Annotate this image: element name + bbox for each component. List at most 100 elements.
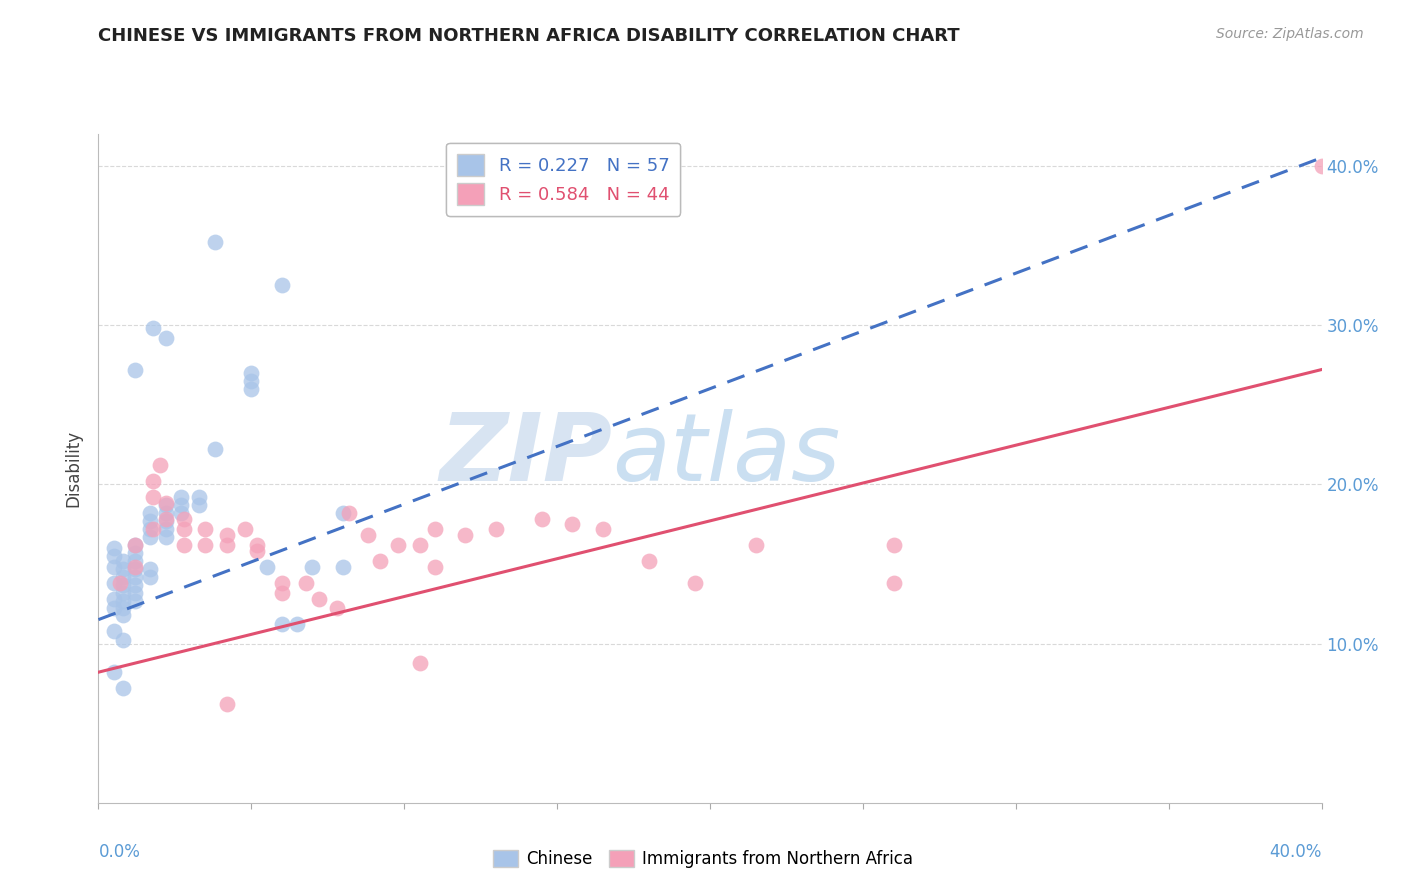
Point: [111, 633, 134, 648]
Point: [240, 382, 263, 396]
Point: [155, 498, 177, 512]
Point: [173, 538, 195, 552]
Point: [111, 601, 134, 615]
Point: [308, 591, 330, 606]
Point: [108, 576, 131, 591]
Point: [204, 442, 226, 457]
Point: [111, 607, 134, 622]
Point: [142, 522, 165, 536]
Point: [270, 278, 292, 293]
Point: [332, 560, 354, 574]
Point: [368, 554, 391, 568]
Point: [124, 593, 146, 607]
Point: [637, 554, 661, 568]
Point: [270, 576, 292, 591]
Point: [155, 496, 177, 510]
Y-axis label: Disability: Disability: [65, 430, 83, 507]
Point: [745, 538, 768, 552]
Point: [124, 562, 146, 576]
Point: [270, 585, 292, 599]
Point: [188, 490, 211, 504]
Point: [356, 528, 378, 542]
Point: [103, 576, 125, 591]
Point: [233, 522, 256, 536]
Point: [149, 458, 172, 472]
Point: [124, 362, 146, 376]
Point: [170, 506, 193, 520]
Point: [246, 544, 269, 558]
Point: [215, 528, 238, 542]
Point: [155, 506, 177, 520]
Point: [170, 490, 193, 504]
Point: [194, 538, 217, 552]
Point: [485, 522, 508, 536]
Point: [530, 512, 553, 526]
Point: [124, 585, 146, 599]
Point: [103, 541, 125, 555]
Point: [1310, 159, 1333, 173]
Point: [454, 528, 477, 542]
Point: [592, 522, 614, 536]
Point: [111, 577, 134, 591]
Text: 40.0%: 40.0%: [1270, 843, 1322, 861]
Text: 0.0%: 0.0%: [98, 843, 141, 861]
Point: [173, 522, 195, 536]
Point: [240, 366, 263, 380]
Point: [111, 585, 134, 599]
Text: atlas: atlas: [612, 409, 841, 500]
Point: [423, 522, 446, 536]
Point: [246, 538, 269, 552]
Point: [295, 576, 318, 591]
Point: [215, 697, 238, 711]
Point: [124, 577, 146, 591]
Point: [215, 538, 238, 552]
Point: [155, 530, 177, 544]
Point: [387, 538, 409, 552]
Point: [139, 569, 162, 583]
Point: [285, 617, 308, 632]
Point: [124, 569, 146, 583]
Point: [103, 560, 125, 574]
Point: [204, 235, 226, 249]
Point: [111, 554, 134, 568]
Point: [194, 522, 217, 536]
Point: [124, 560, 146, 574]
Point: [139, 562, 162, 576]
Legend: R = 0.227   N = 57, R = 0.584   N = 44: R = 0.227 N = 57, R = 0.584 N = 44: [446, 143, 681, 216]
Point: [111, 569, 134, 583]
Point: [111, 562, 134, 576]
Point: [173, 512, 195, 526]
Point: [883, 538, 905, 552]
Point: [142, 474, 165, 488]
Point: [103, 624, 125, 638]
Point: [155, 514, 177, 528]
Text: Source: ZipAtlas.com: Source: ZipAtlas.com: [1216, 27, 1364, 41]
Point: [139, 522, 162, 536]
Point: [139, 530, 162, 544]
Point: [142, 490, 165, 504]
Point: [103, 665, 125, 680]
Point: [337, 506, 360, 520]
Point: [111, 593, 134, 607]
Point: [170, 498, 193, 512]
Text: ZIP: ZIP: [439, 409, 612, 501]
Point: [561, 517, 583, 532]
Point: [124, 554, 146, 568]
Point: [270, 617, 292, 632]
Point: [139, 514, 162, 528]
Point: [188, 498, 211, 512]
Point: [256, 560, 278, 574]
Point: [332, 506, 354, 520]
Point: [111, 681, 134, 695]
Point: [408, 538, 430, 552]
Point: [155, 331, 177, 345]
Point: [103, 601, 125, 615]
Point: [408, 656, 430, 670]
Point: [124, 538, 146, 552]
Point: [326, 601, 349, 615]
Text: CHINESE VS IMMIGRANTS FROM NORTHERN AFRICA DISABILITY CORRELATION CHART: CHINESE VS IMMIGRANTS FROM NORTHERN AFRI…: [98, 27, 960, 45]
Point: [883, 576, 905, 591]
Legend: Chinese, Immigrants from Northern Africa: Chinese, Immigrants from Northern Africa: [486, 843, 920, 875]
Point: [103, 549, 125, 563]
Point: [142, 321, 165, 335]
